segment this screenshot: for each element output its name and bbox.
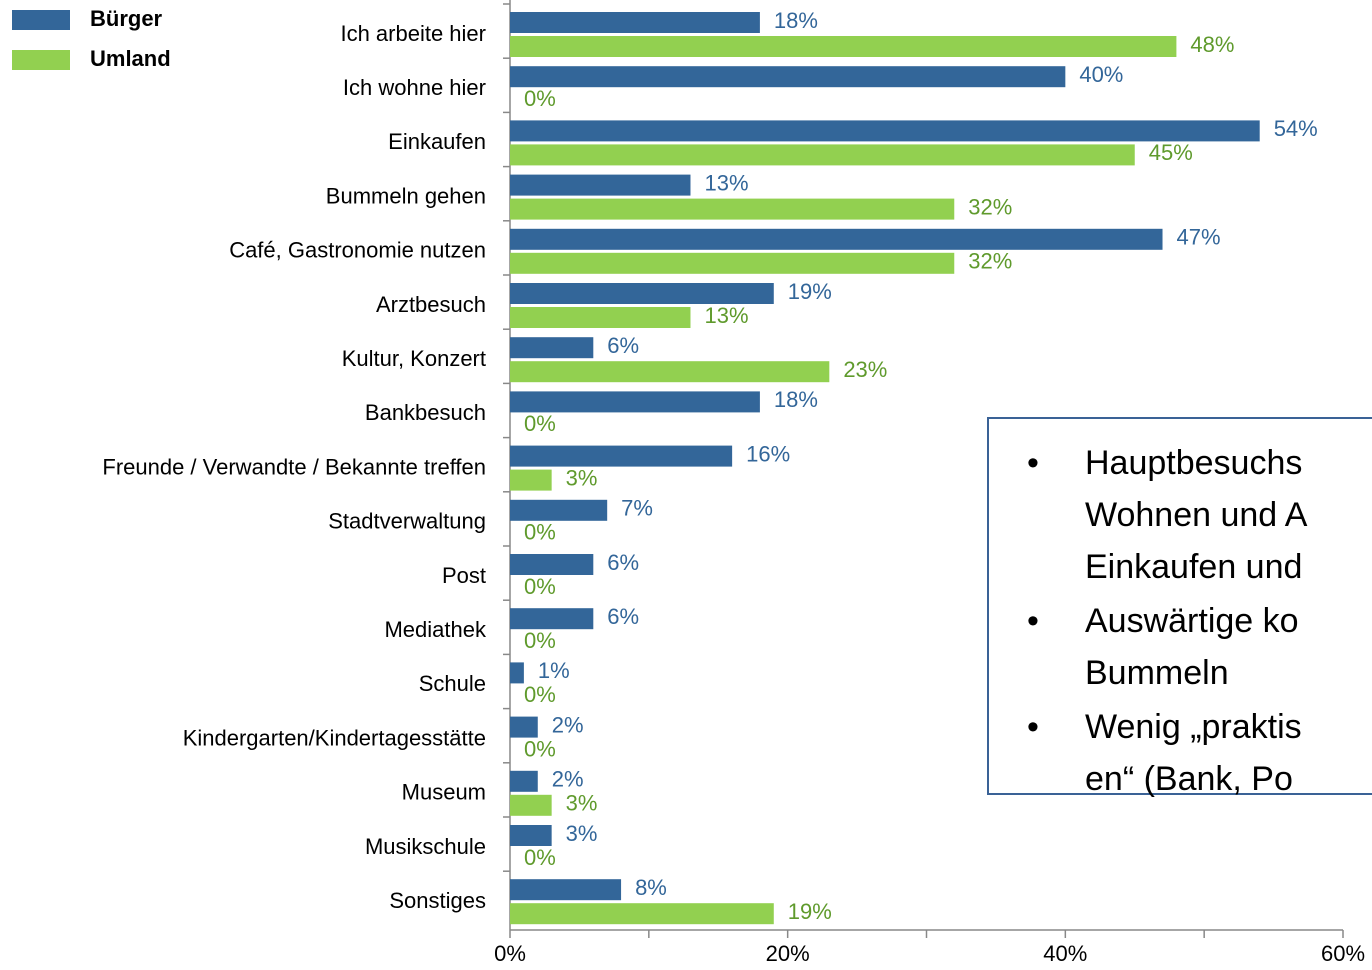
legend-label: Bürger [90, 6, 163, 31]
annotation-text: Wenig „praktis [1085, 708, 1302, 746]
value-label: 54% [1274, 116, 1318, 141]
bar [510, 361, 830, 383]
bar [510, 608, 594, 630]
bar [510, 554, 594, 575]
y-tick-label: Bummeln gehen [326, 183, 486, 208]
value-label: 19% [788, 279, 832, 304]
value-label: 2% [552, 767, 584, 792]
value-label: 23% [843, 357, 887, 382]
y-tick-label: Ich wohne hier [343, 75, 486, 100]
value-label: 19% [788, 899, 832, 924]
value-label: 18% [774, 8, 818, 33]
x-tick-label: 20% [766, 941, 810, 966]
bar [510, 391, 760, 413]
value-label: 13% [704, 170, 748, 195]
bar [510, 716, 538, 738]
legend-swatch [12, 50, 70, 70]
annotation-text: Hauptbesuchs [1085, 444, 1302, 482]
y-tick-label: Musikschule [365, 834, 486, 859]
y-tick-label: Ich arbeite hier [340, 21, 486, 46]
value-label: 48% [1190, 32, 1234, 57]
y-tick-label: Einkaufen [388, 129, 486, 154]
value-label: 47% [1177, 225, 1221, 250]
bar [510, 198, 955, 220]
annotation-text: en“ (Bank, Po [1085, 760, 1293, 798]
y-tick-label: Bankbesuch [365, 400, 486, 425]
annotation-box [987, 417, 1372, 795]
bar [510, 307, 691, 328]
value-label: 0% [524, 411, 556, 436]
y-tick-label: Museum [402, 780, 486, 805]
y-tick-label: Mediathek [384, 617, 487, 642]
annotation-text: Einkaufen und [1085, 548, 1302, 586]
value-label: 7% [621, 496, 653, 521]
y-tick-label: Café, Gastronomie nutzen [229, 238, 486, 263]
value-label: 32% [968, 194, 1012, 219]
value-label: 40% [1079, 62, 1123, 87]
bullet: • [1027, 708, 1039, 746]
bar [510, 174, 691, 196]
value-label: 2% [552, 712, 584, 737]
value-label: 13% [704, 303, 748, 328]
value-label: 0% [524, 845, 556, 870]
y-tick-label: Sonstiges [389, 888, 486, 913]
legend-swatch [12, 10, 70, 30]
y-tick-label: Schule [419, 671, 486, 696]
x-tick-label: 0% [494, 941, 526, 966]
y-tick-label: Kultur, Konzert [342, 346, 486, 371]
bar [510, 879, 622, 901]
value-label: 8% [635, 875, 667, 900]
bullet: • [1027, 444, 1039, 482]
value-label: 6% [607, 550, 639, 575]
y-tick-label: Freunde / Verwandte / Bekannte treffen [102, 454, 486, 479]
value-label: 18% [774, 387, 818, 412]
bar [510, 12, 760, 33]
bar [510, 66, 1066, 88]
bar [510, 36, 1177, 57]
bar [510, 469, 552, 491]
bar [510, 252, 955, 274]
value-label: 45% [1149, 140, 1193, 165]
bar [510, 283, 774, 304]
annotation-text: Bummeln [1085, 654, 1229, 692]
value-label: 0% [524, 86, 556, 111]
y-tick-label: Arztbesuch [376, 292, 486, 317]
value-label: 3% [566, 791, 598, 816]
bar [510, 445, 733, 467]
bar [510, 120, 1260, 142]
bar [510, 825, 552, 846]
bar [510, 662, 524, 684]
value-label: 0% [524, 682, 556, 707]
value-label: 16% [746, 441, 790, 466]
bar [510, 144, 1135, 166]
value-label: 0% [524, 628, 556, 653]
value-label: 3% [566, 465, 598, 490]
bullet: • [1027, 602, 1039, 640]
y-tick-label: Stadtverwaltung [328, 509, 486, 534]
value-label: 0% [524, 574, 556, 599]
value-label: 6% [607, 604, 639, 629]
x-tick-label: 60% [1321, 941, 1365, 966]
annotation-text: Wohnen und A [1085, 496, 1308, 534]
legend-label: Umland [90, 46, 171, 71]
value-label: 32% [968, 249, 1012, 274]
value-label: 1% [538, 658, 570, 683]
bar [510, 794, 552, 816]
annotation-text: Auswärtige ko [1085, 602, 1299, 640]
value-label: 3% [566, 821, 598, 846]
value-label: 0% [524, 736, 556, 761]
bar [510, 770, 538, 792]
bar [510, 903, 774, 925]
y-tick-label: Post [442, 563, 486, 588]
value-label: 6% [607, 333, 639, 358]
value-label: 0% [524, 520, 556, 545]
bar [510, 499, 608, 521]
bar [510, 337, 594, 359]
x-tick-label: 40% [1043, 941, 1087, 966]
y-tick-label: Kindergarten/Kindertagesstätte [183, 725, 486, 750]
bar [510, 228, 1163, 250]
